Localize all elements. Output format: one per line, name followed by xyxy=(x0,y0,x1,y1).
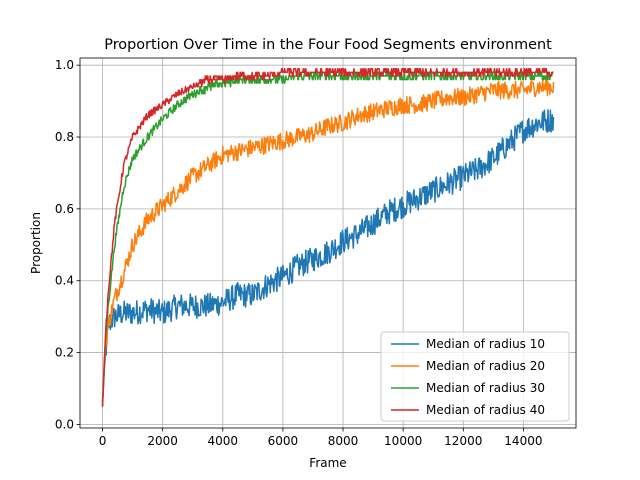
y-tick-label: 0.4 xyxy=(55,274,74,288)
legend-box xyxy=(380,331,570,422)
x-tick-label: 2000 xyxy=(147,434,178,448)
x-tick-label: 14000 xyxy=(504,434,542,448)
y-tick-label: 0.0 xyxy=(55,417,74,431)
y-tick-label: 0.2 xyxy=(55,346,74,360)
y-tick-label: 0.8 xyxy=(55,130,74,144)
legend-entry: Median of radius 20 xyxy=(426,359,545,373)
series-line-radius-40 xyxy=(101,68,554,407)
y-axis-ticks: 0.0 0.2 0.4 0.6 0.8 1.0 xyxy=(55,58,80,431)
legend-entry: Median of radius 30 xyxy=(426,381,545,395)
y-tick-label: 1.0 xyxy=(55,58,74,72)
x-axis-label: Frame xyxy=(309,456,346,470)
series-layer xyxy=(101,68,555,407)
chart-title: Proportion Over Time in the Four Food Se… xyxy=(104,37,552,53)
series-line-radius-20 xyxy=(101,77,555,402)
y-tick-label: 0.6 xyxy=(55,202,74,216)
x-axis-ticks: 0 2000 4000 6000 8000 10000 12000 14000 xyxy=(99,428,542,448)
x-tick-label: 4000 xyxy=(208,434,239,448)
x-tick-label: 12000 xyxy=(444,434,482,448)
x-tick-label: 0 xyxy=(99,434,107,448)
legend: Median of radius 10 Median of radius 20 Me… xyxy=(380,331,570,422)
series-line-radius-10 xyxy=(101,109,555,403)
plot-frame xyxy=(79,57,577,429)
x-tick-label: 10000 xyxy=(384,434,422,448)
legend-entry: Median of radius 40 xyxy=(426,403,545,417)
legend-entry: Median of radius 10 xyxy=(426,337,545,351)
y-axis-label: Proportion xyxy=(29,212,43,274)
x-tick-label: 8000 xyxy=(328,434,359,448)
x-tick-label: 6000 xyxy=(268,434,299,448)
